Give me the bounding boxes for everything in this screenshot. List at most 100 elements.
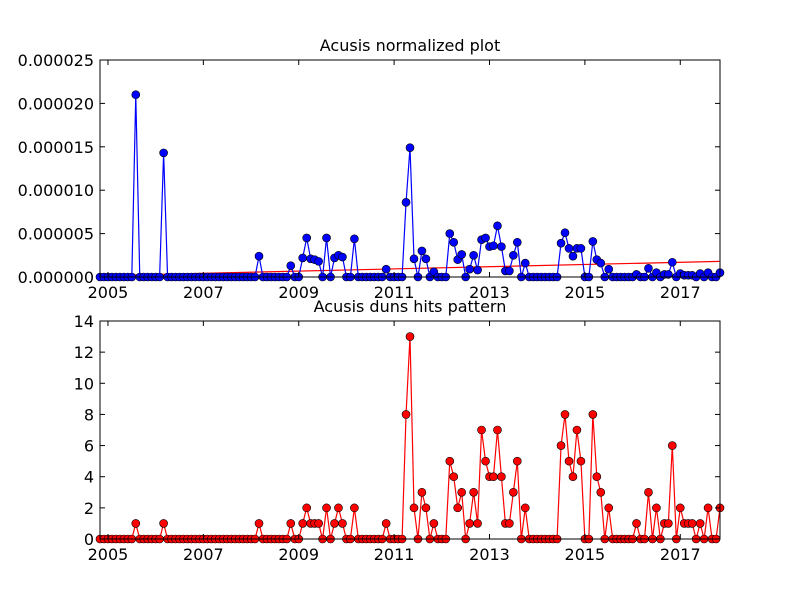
data-point: [695, 519, 705, 528]
y-tick-label: 2: [84, 499, 94, 518]
data-point: [493, 221, 502, 231]
y-tick-label: 12: [74, 343, 94, 362]
data-point: [298, 253, 307, 263]
y-tick-label: 0.000005: [18, 225, 94, 244]
data-point: [302, 503, 311, 513]
y-tick-label: 0.000020: [18, 94, 94, 113]
data-point: [632, 519, 641, 528]
plot-frame: [99, 59, 721, 278]
data-point: [338, 252, 347, 262]
data-point: [131, 519, 141, 528]
y-tick-label: 0.000015: [18, 138, 94, 157]
data-point: [644, 264, 653, 273]
y-tick-label: 8: [84, 405, 94, 424]
data-point: [381, 264, 391, 274]
data-point: [465, 519, 474, 528]
data-point: [560, 228, 570, 238]
data-point: [302, 233, 311, 243]
data-point: [350, 503, 359, 513]
data-point: [572, 425, 582, 435]
data-point: [513, 237, 522, 247]
data-point: [497, 242, 506, 251]
data-point: [322, 233, 331, 243]
data-point: [405, 332, 415, 341]
data-point: [568, 251, 578, 261]
data-point: [675, 503, 685, 513]
data-point: [668, 257, 677, 267]
panel-title: Acusis duns hits pattern: [314, 297, 507, 316]
data-point: [421, 503, 431, 513]
data-point: [417, 487, 427, 497]
data-point: [473, 265, 482, 275]
data-point: [159, 148, 168, 158]
data-point: [401, 410, 411, 419]
x-tick-label: 2017: [660, 545, 701, 564]
y-tick-label: 4: [84, 468, 94, 487]
plot-frame: [99, 320, 721, 540]
data-point: [520, 503, 530, 513]
data-point: [286, 261, 296, 271]
data-point: [445, 229, 455, 238]
data-point: [576, 244, 586, 253]
data-point: [469, 251, 478, 260]
data-point: [254, 519, 264, 528]
data-point: [596, 487, 606, 497]
x-tick-label: 2017: [660, 283, 701, 302]
data-point: [568, 472, 578, 482]
data-point: [489, 241, 498, 251]
data-point: [556, 441, 566, 450]
data-point: [421, 254, 431, 264]
data-point: [465, 264, 474, 274]
data-point: [652, 503, 661, 513]
data-point: [429, 519, 439, 528]
data-point: [477, 425, 486, 435]
data-point: [604, 503, 614, 513]
y-tick-label: 0: [84, 530, 94, 549]
data-point: [497, 472, 506, 482]
data-point: [489, 472, 498, 482]
data-point: [560, 410, 570, 419]
data-point: [564, 456, 574, 466]
data-point: [644, 487, 653, 497]
data-point: [481, 233, 490, 243]
data-point: [481, 456, 490, 466]
data-point: [350, 234, 359, 244]
panel-title: Acusis normalized plot: [320, 36, 500, 55]
x-tick-label: 2005: [88, 283, 129, 302]
x-tick-label: 2011: [374, 283, 415, 302]
data-point: [449, 237, 459, 247]
data-point: [417, 246, 427, 256]
x-tick-label: 2007: [183, 545, 224, 564]
data-point: [445, 456, 455, 466]
data-point: [457, 250, 466, 259]
data-point: [409, 503, 419, 513]
x-tick-label: 2009: [278, 283, 319, 302]
x-tick-label: 2013: [469, 283, 510, 302]
data-point: [505, 519, 514, 528]
data-point: [330, 519, 339, 528]
data-point: [401, 198, 411, 207]
data-point: [664, 270, 673, 279]
data-point: [505, 266, 514, 276]
data-point: [469, 487, 478, 497]
x-tick-label: 2007: [183, 283, 224, 302]
y-tick-label: 0.000010: [18, 181, 94, 200]
data-line: [100, 94, 721, 279]
data-point: [687, 519, 697, 528]
x-tick-label: 2015: [565, 283, 606, 302]
x-tick-label: 2013: [469, 545, 510, 564]
data-point: [513, 456, 522, 466]
data-point: [509, 251, 518, 260]
x-tick-label: 2011: [374, 545, 415, 564]
data-point: [254, 251, 264, 261]
data-point: [493, 425, 502, 435]
data-point: [449, 472, 459, 482]
data-point: [322, 503, 331, 513]
y-tick-label: 6: [84, 437, 94, 456]
data-point: [314, 519, 323, 528]
data-point: [381, 519, 391, 528]
data-point: [703, 503, 713, 513]
data-point: [668, 441, 677, 450]
x-tick-label: 2005: [88, 545, 129, 564]
